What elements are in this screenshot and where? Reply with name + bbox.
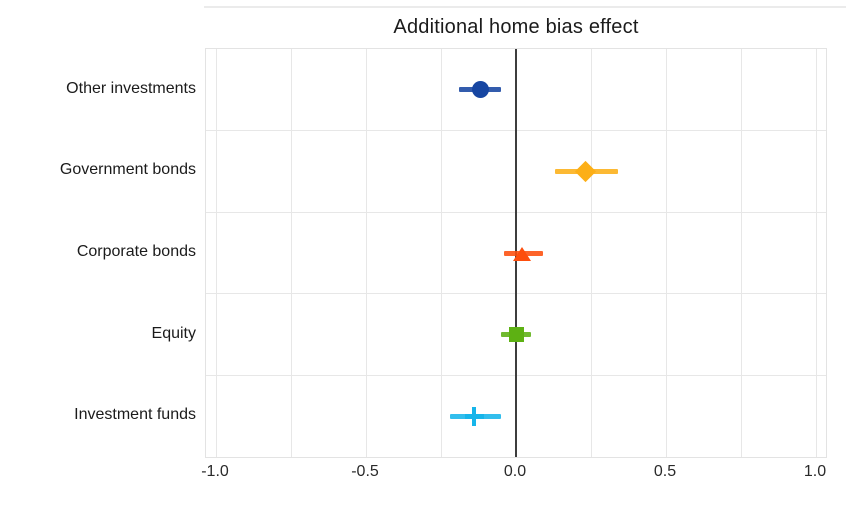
category-label: Equity	[151, 324, 196, 342]
plot-panel	[205, 48, 827, 458]
x-tick-label: 0.5	[653, 463, 677, 480]
x-tick-label: -1.0	[201, 463, 229, 480]
x-gridline	[365, 49, 367, 457]
data-point-marker-diamond	[574, 160, 596, 182]
x-gridline	[215, 49, 217, 457]
x-tick-label: -0.5	[351, 463, 379, 480]
x-axis: -1.0 -0.5 0.0 0.5 1.0	[201, 463, 827, 487]
x-tick-label: 0.0	[503, 463, 527, 480]
x-gridline	[665, 49, 667, 457]
chart-title: Additional home bias effect	[393, 16, 639, 38]
top-divider-line	[204, 6, 846, 8]
data-point-marker-circle	[471, 81, 489, 99]
category-label: Corporate bonds	[76, 243, 196, 260]
x-tick-label: 1.0	[803, 463, 827, 480]
category-label: Investment funds	[74, 406, 196, 424]
data-point-marker-square	[508, 327, 524, 343]
data-point-marker-plus	[464, 406, 484, 426]
category-label: Other investments	[66, 79, 196, 97]
category-axis: Other investments Government bonds Corpora…	[0, 48, 196, 458]
x-gridline	[440, 49, 442, 457]
plus-vertical-stroke	[472, 406, 476, 426]
x-gridline	[740, 49, 742, 457]
x-gridline	[290, 49, 292, 457]
x-gridline	[815, 49, 817, 457]
category-label: Government bonds	[59, 161, 196, 179]
x-gridline	[590, 49, 592, 457]
data-point-marker-triangle	[513, 247, 531, 261]
